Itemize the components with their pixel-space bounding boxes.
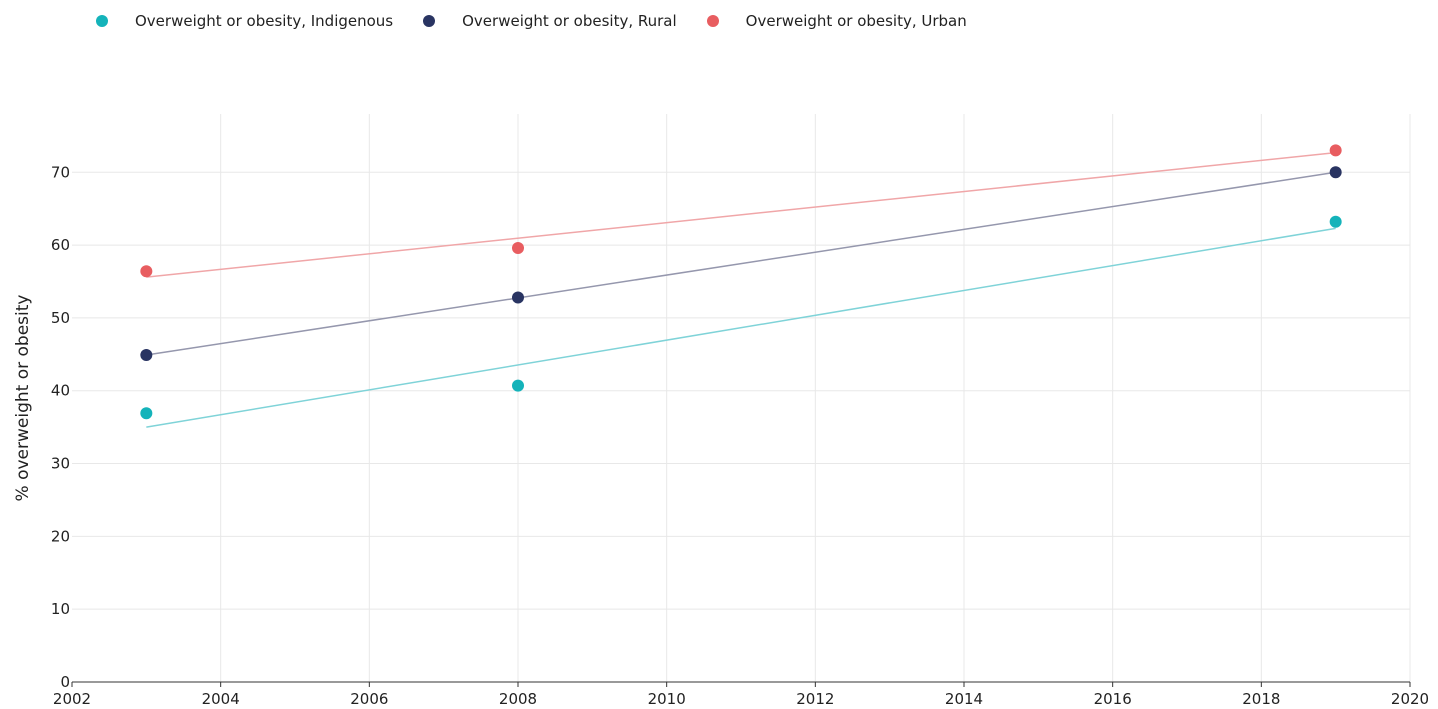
- data-point-indigenous[interactable]: [1329, 215, 1342, 228]
- legend-marker-indigenous: [96, 15, 108, 27]
- legend-label-urban: Overweight or obesity, Urban: [745, 12, 967, 30]
- y-tick-label: 30: [51, 455, 70, 473]
- y-axis-label: % overweight or obesity: [13, 295, 33, 502]
- x-tick-label: 2010: [648, 690, 686, 708]
- data-point-urban[interactable]: [512, 241, 524, 254]
- chart-legend: Overweight or obesity, Indigenous Overwe…: [96, 12, 967, 30]
- data-point-rural[interactable]: [512, 291, 524, 304]
- data-points: [140, 144, 1342, 420]
- y-tick-label: 50: [51, 309, 70, 327]
- legend-item-rural[interactable]: Overweight or obesity, Rural: [423, 12, 677, 30]
- trendline-indigenous: [146, 227, 1336, 428]
- x-tick-label: 2002: [53, 690, 91, 708]
- y-tick-label: 10: [51, 600, 70, 618]
- trendline-rural: [146, 171, 1336, 356]
- data-point-indigenous[interactable]: [140, 407, 153, 420]
- x-tick-label: 2012: [796, 690, 834, 708]
- trendlines: [146, 151, 1336, 428]
- x-tick-label: 2014: [945, 690, 983, 708]
- x-tick-label: 2008: [499, 690, 537, 708]
- legend-marker-rural: [423, 15, 436, 27]
- y-tick-label: 40: [51, 382, 70, 400]
- legend-item-indigenous[interactable]: Overweight or obesity, Indigenous: [96, 12, 393, 30]
- x-tick-label: 2004: [202, 690, 240, 708]
- legend-label-indigenous: Overweight or obesity, Indigenous: [135, 12, 394, 30]
- grid: [72, 114, 1411, 682]
- legend-label-rural: Overweight or obesity, Rural: [462, 12, 677, 30]
- y-tick-label: 60: [51, 236, 70, 254]
- data-point-urban[interactable]: [1329, 144, 1342, 157]
- x-tick-label: 2020: [1391, 690, 1429, 708]
- y-tick-label: 20: [51, 527, 70, 545]
- x-tick-label: 2006: [350, 690, 388, 708]
- data-point-indigenous[interactable]: [512, 379, 524, 392]
- trendline-urban: [146, 151, 1336, 278]
- data-point-urban[interactable]: [140, 265, 153, 278]
- legend-item-urban[interactable]: Overweight or obesity, Urban: [706, 12, 967, 30]
- data-point-rural[interactable]: [1329, 166, 1342, 179]
- x-tick-label: 2016: [1094, 690, 1132, 708]
- data-point-rural[interactable]: [140, 349, 153, 362]
- legend-marker-urban: [706, 15, 719, 27]
- y-tick-label: 70: [51, 163, 70, 181]
- x-tick-label: 2018: [1242, 690, 1280, 708]
- y-tick-label: 0: [60, 673, 70, 691]
- axes: 2002 2004 2006 2008 2010 2012 2014 2016 2018 2020…: [51, 163, 1429, 708]
